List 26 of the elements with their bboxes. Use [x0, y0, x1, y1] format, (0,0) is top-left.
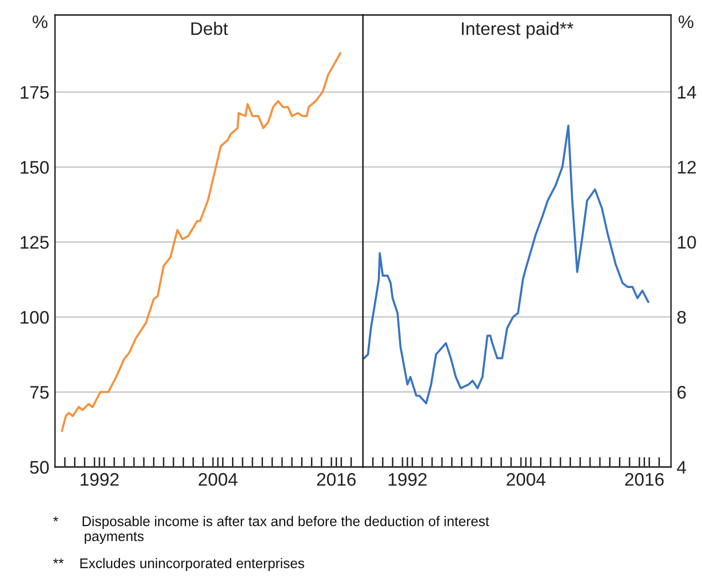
text: * Disposable income is after tax and before the deduction of interest payments — [53, 516, 490, 544]
y-tick-label: 50 — [30, 460, 49, 474]
y-tick-label: 10 — [678, 236, 696, 249]
chart-title: Interest paid** — [462, 22, 574, 39]
y-axis-title: % — [678, 15, 694, 28]
text: ** Excludes unincorporated enterprises — [53, 558, 304, 571]
y-tick-label: 6 — [677, 386, 686, 399]
chart-title: Debt — [191, 22, 228, 36]
x-tick-label: 1992 — [80, 473, 119, 486]
y-tick-label: 75 — [30, 386, 49, 399]
x-tick-label: 1992 — [388, 473, 427, 486]
y-tick-label: 175 — [20, 86, 49, 99]
y-tick-label: 4 — [676, 461, 686, 474]
y-tick-label: 14 — [678, 86, 696, 98]
x-tick-label: 2004 — [506, 473, 546, 486]
x-tick-label: 2004 — [198, 473, 238, 486]
x-tick-label: 2016 — [625, 473, 664, 486]
y-axis-title: % — [32, 15, 48, 28]
y-tick-label: 100 — [20, 310, 49, 324]
y-tick-label: 8 — [677, 310, 686, 324]
y-tick-label: 12 — [678, 160, 696, 174]
line-series — [60, 52, 342, 432]
y-tick-label: 125 — [20, 236, 49, 249]
y-tick-label: 150 — [20, 161, 49, 174]
x-tick-label: 2016 — [317, 473, 356, 486]
line-series — [363, 124, 650, 404]
